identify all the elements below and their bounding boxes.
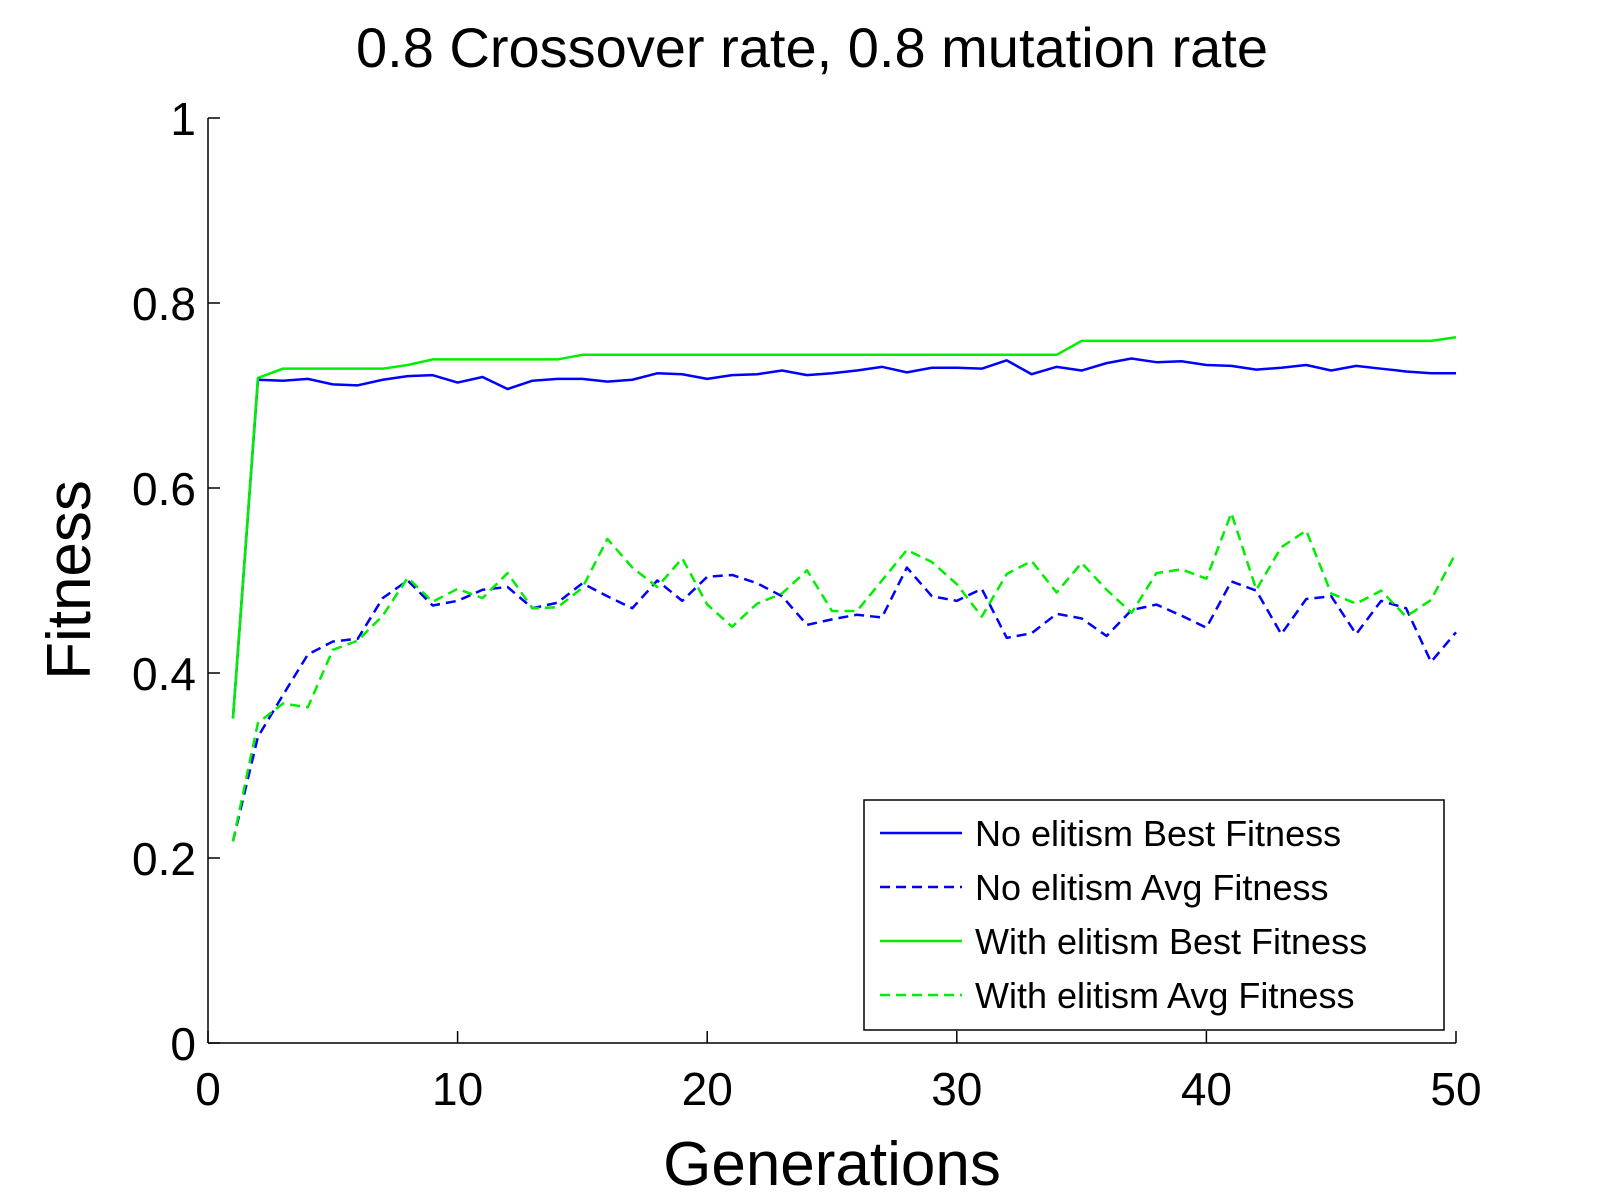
legend: No elitism Best Fitness No elitism Avg Fi… [863, 799, 1445, 1031]
axes-frame [207, 118, 1456, 1044]
chart-title: 0.8 Crossover rate, 0.8 mutation rate [356, 16, 1268, 79]
series-line-with-elitism-best-fitness [231, 335, 1457, 719]
x-tick-label: 50 [1430, 1063, 1481, 1115]
series-line-no-elitism-best-fitness [231, 357, 1456, 719]
y-tick-label: 0.6 [132, 463, 196, 515]
x-axis-label: Generations [663, 1130, 1001, 1199]
x-tick-label: 0 [195, 1063, 221, 1115]
legend-label: With elitism Best Fitness [975, 921, 1367, 962]
x-tick-label: 20 [682, 1063, 733, 1115]
legend-label: With elitism Avg Fitness [975, 975, 1354, 1016]
legend-box [863, 799, 1445, 1031]
series-lines [231, 335, 1458, 842]
y-tick-label: 0.8 [132, 278, 196, 330]
x-tick-label: 10 [432, 1063, 483, 1115]
series-line-no-elitism-avg-fitness [231, 566, 1457, 842]
legend-entries: No elitism Best Fitness No elitism Avg Fi… [880, 813, 1367, 1016]
y-tick-label: 0.4 [132, 648, 196, 700]
y-tick-label: 0 [170, 1018, 196, 1070]
axis-ticks: 0 10 20 30 40 50 0 0.2 0.4 0.6 0.8 1 [132, 93, 1482, 1115]
legend-label: No elitism Avg Fitness [975, 867, 1328, 908]
legend-label: No elitism Best Fitness [975, 813, 1341, 854]
y-tick-label: 1 [170, 93, 196, 145]
y-tick-label: 0.2 [132, 833, 196, 885]
x-tick-label: 30 [931, 1063, 982, 1115]
y-axis-label: Fitness [35, 480, 104, 680]
x-tick-label: 40 [1181, 1063, 1232, 1115]
series-line-with-elitism-avg-fitness [231, 511, 1458, 842]
